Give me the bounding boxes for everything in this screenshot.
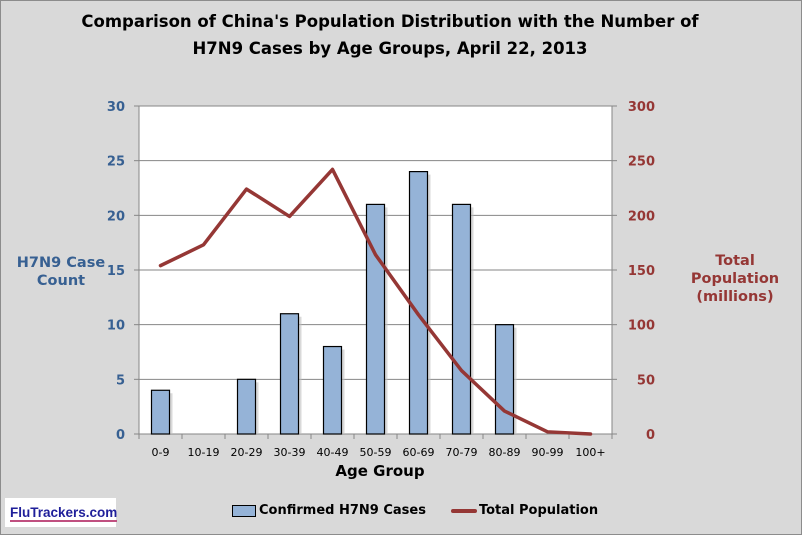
y-left-tick-label: 25 bbox=[107, 155, 125, 170]
bar bbox=[236, 378, 257, 435]
x-tick-label: 70-79 bbox=[446, 446, 478, 459]
y-left-tick-label: 0 bbox=[116, 428, 125, 443]
x-tick-label: 90-99 bbox=[532, 446, 564, 459]
y-left-label-line: H7N9 Case bbox=[16, 255, 106, 271]
y-left-tick-label: 20 bbox=[107, 209, 125, 224]
title-line-1: Comparison of China's Population Distrib… bbox=[81, 12, 699, 31]
legend-line-swatch bbox=[450, 508, 477, 513]
y-right-tick-label: 0 bbox=[646, 428, 655, 443]
x-tick-label: 20-29 bbox=[231, 446, 263, 459]
chart-title: Comparison of China's Population Distrib… bbox=[60, 8, 720, 62]
x-tick-label: 10-19 bbox=[188, 446, 220, 459]
bar bbox=[451, 203, 472, 435]
flutrackers-logo: FluTrackers.com bbox=[5, 498, 118, 527]
y-left-tick-label: 15 bbox=[107, 264, 125, 279]
title-line-2: H7N9 Cases by Age Groups, April 22, 2013 bbox=[192, 39, 588, 58]
y-left-tick-label: 5 bbox=[116, 373, 125, 388]
x-tick-label: 40-49 bbox=[317, 446, 349, 459]
y-right-tick-label: 150 bbox=[628, 264, 655, 279]
bar bbox=[279, 313, 300, 435]
x-tick-label: 60-69 bbox=[403, 446, 435, 459]
y-axis-right-label: Total Population (millions) bbox=[680, 252, 790, 306]
x-tick-label: 0-9 bbox=[152, 446, 170, 459]
y-left-tick-label: 10 bbox=[107, 319, 125, 334]
y-axis-left-label: H7N9 Case Count bbox=[8, 254, 114, 290]
logo-text: FluTrackers.com bbox=[10, 505, 118, 522]
x-tick-label: 30-39 bbox=[274, 446, 306, 459]
legend-label-cases: Confirmed H7N9 Cases bbox=[259, 503, 426, 518]
legend-bar-swatch bbox=[232, 504, 256, 517]
y-right-tick-label: 300 bbox=[628, 100, 655, 115]
y-right-label-line: Total Population bbox=[690, 253, 780, 287]
y-right-tick-label: 100 bbox=[628, 319, 655, 334]
x-axis-label: Age Group bbox=[335, 462, 425, 480]
x-tick-label: 100+ bbox=[575, 446, 605, 459]
bar bbox=[322, 345, 343, 435]
bar bbox=[408, 171, 429, 435]
bar bbox=[150, 389, 171, 435]
x-tick-label: 50-59 bbox=[360, 446, 392, 459]
bar bbox=[494, 324, 515, 435]
y-right-tick-label: 250 bbox=[628, 155, 655, 170]
y-left-label-line: Count bbox=[36, 273, 86, 289]
y-right-tick-label: 200 bbox=[628, 209, 655, 224]
y-right-tick-label: 50 bbox=[637, 373, 655, 388]
x-tick-label: 80-89 bbox=[489, 446, 521, 459]
legend: Confirmed H7N9 Cases Total Population bbox=[232, 503, 598, 518]
legend-label-population: Total Population bbox=[478, 503, 599, 518]
y-right-label-line: (millions) bbox=[696, 289, 774, 305]
y-left-tick-label: 30 bbox=[107, 100, 125, 115]
